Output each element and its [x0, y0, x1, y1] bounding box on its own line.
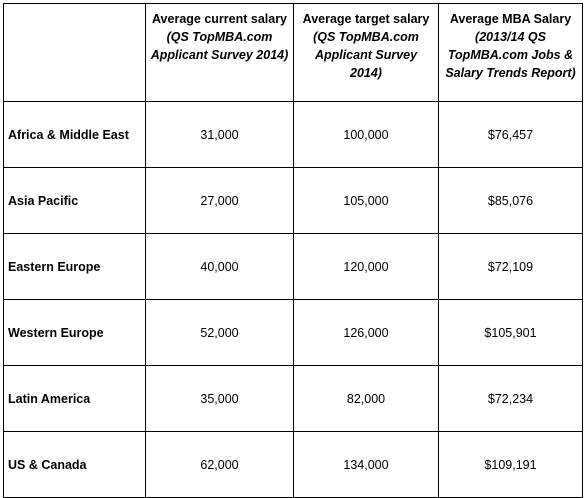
table-row: Latin America 35,000 82,000 $72,234: [3, 365, 583, 432]
region-cell: Asia Pacific: [3, 167, 146, 234]
value-cell: 31,000: [145, 101, 294, 168]
column-title: Average target salary: [302, 12, 430, 26]
column-header: Average target salary (QS TopMBA.com Appl…: [293, 3, 439, 102]
value-cell: 52,000: [145, 299, 294, 366]
table-row: Eastern Europe 40,000 120,000 $72,109: [3, 233, 583, 300]
value-cell: 134,000: [293, 431, 439, 498]
value-cell: 62,000: [145, 431, 294, 498]
column-source: (2013/14 QS TopMBA.com Jobs & Salary Tre…: [445, 30, 576, 80]
value-cell: $76,457: [438, 101, 583, 168]
value-cell: $105,901: [438, 299, 583, 366]
value-cell: $72,109: [438, 233, 583, 300]
column-source: (QS TopMBA.com Applicant Survey 2014): [313, 30, 419, 80]
header-row: Average current salary (QS TopMBA.com App…: [3, 3, 583, 102]
region-cell: Latin America: [3, 365, 146, 432]
table-row: Asia Pacific 27,000 105,000 $85,076: [3, 167, 583, 234]
region-cell: US & Canada: [3, 431, 146, 498]
value-cell: 82,000: [293, 365, 439, 432]
value-cell: 105,000: [293, 167, 439, 234]
value-cell: $72,234: [438, 365, 583, 432]
column-title: Average current salary: [151, 12, 288, 26]
salary-table: Average current salary (QS TopMBA.com App…: [3, 3, 583, 498]
value-cell: 27,000: [145, 167, 294, 234]
value-cell: 126,000: [293, 299, 439, 366]
corner-cell: [3, 3, 146, 102]
region-cell: Africa & Middle East: [3, 101, 146, 168]
region-cell: Western Europe: [3, 299, 146, 366]
value-cell: 120,000: [293, 233, 439, 300]
value-cell: 35,000: [145, 365, 294, 432]
table-body: Africa & Middle East 31,000 100,000 $76,457…: [3, 101, 583, 498]
value-cell: $109,191: [438, 431, 583, 498]
value-cell: 100,000: [293, 101, 439, 168]
value-cell: 40,000: [145, 233, 294, 300]
table-row: Western Europe 52,000 126,000 $105,901: [3, 299, 583, 366]
value-cell: $85,076: [438, 167, 583, 234]
table-row: Africa & Middle East 31,000 100,000 $76,457: [3, 101, 583, 168]
table-row: US & Canada 62,000 134,000 $109,191: [3, 431, 583, 498]
column-header: Average MBA Salary (2013/14 QS TopMBA.com…: [438, 3, 583, 102]
column-title: Average MBA Salary: [449, 12, 572, 26]
region-cell: Eastern Europe: [3, 233, 146, 300]
column-source: (QS TopMBA.com Applicant Survey 2014): [150, 30, 289, 62]
column-header: Average current salary (QS TopMBA.com App…: [145, 3, 294, 102]
